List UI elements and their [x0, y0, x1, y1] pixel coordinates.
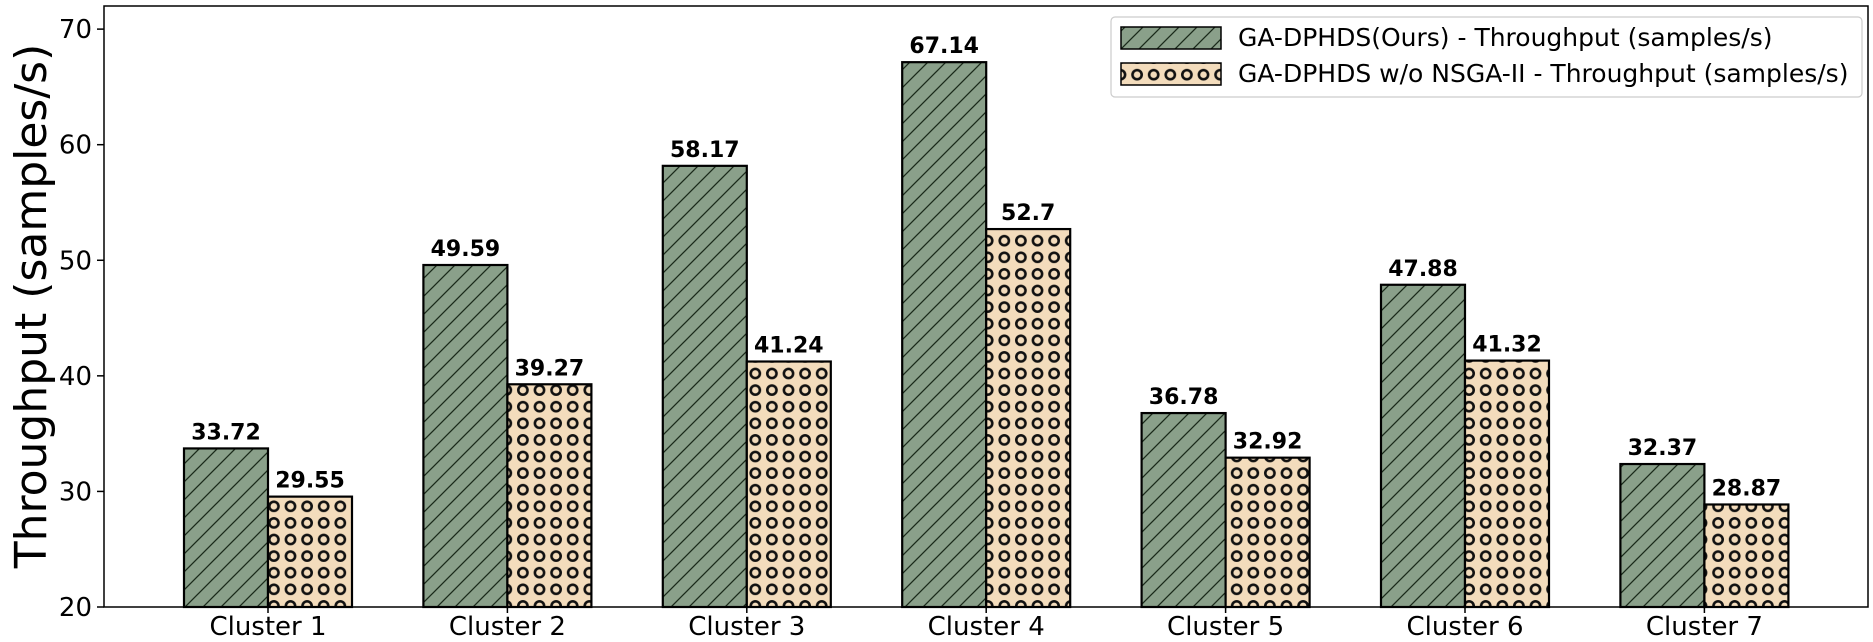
data-label-ours-cluster-3: 58.17 [670, 138, 740, 163]
x-tick-label: Cluster 4 [928, 612, 1045, 642]
bar-ours-cluster-3 [661, 164, 748, 609]
data-label-without-nsga-cluster-6: 41.32 [1472, 333, 1542, 358]
bar-without-nsga-cluster-1 [266, 495, 354, 609]
bar-ours-cluster-2 [422, 263, 509, 609]
y-tick-label: 60 [59, 131, 92, 161]
x-tick-label: Cluster 1 [209, 612, 326, 642]
x-tick-label: Cluster 3 [688, 612, 805, 642]
data-label-without-nsga-cluster-4: 52.7 [1001, 201, 1055, 226]
bar-ours-cluster-5 [1140, 411, 1227, 609]
data-label-without-nsga-cluster-1: 29.55 [275, 469, 345, 494]
y-tick-label: 70 [59, 15, 92, 45]
y-tick-label: 50 [59, 246, 92, 276]
bar-ours-cluster-4 [901, 61, 988, 609]
bar-without-nsga-cluster-6 [1463, 359, 1551, 609]
x-tick-label: Cluster 5 [1167, 612, 1284, 642]
legend-swatch-ours [1120, 26, 1222, 50]
legend-label-without-nsga: GA-DPHDS w/o NSGA-II - Throughput (sampl… [1238, 59, 1848, 88]
x-tick-label: Cluster 2 [449, 612, 566, 642]
legend: GA-DPHDS(Ours) - Throughput (samples/s) … [1110, 16, 1863, 98]
y-tick-label: 20 [59, 593, 92, 623]
data-label-without-nsga-cluster-2: 39.27 [515, 356, 585, 381]
bar-without-nsga-cluster-2 [506, 383, 593, 609]
bar-ours-cluster-1 [182, 447, 270, 609]
y-tick-label: 40 [59, 362, 92, 392]
legend-label-ours: GA-DPHDS(Ours) - Throughput (samples/s) [1238, 23, 1772, 52]
legend-swatch-without-nsga [1120, 62, 1222, 86]
data-label-ours-cluster-4: 67.14 [909, 34, 979, 59]
data-label-without-nsga-cluster-7: 28.87 [1712, 476, 1782, 501]
data-label-ours-cluster-6: 47.88 [1388, 257, 1458, 282]
y-axis: 20 30 40 50 60 70 [59, 15, 104, 623]
data-label-ours-cluster-7: 32.37 [1628, 436, 1698, 461]
y-tick-label: 30 [59, 477, 92, 507]
bar-ours-cluster-7 [1619, 462, 1706, 609]
bar-without-nsga-cluster-3 [745, 360, 832, 609]
data-label-without-nsga-cluster-5: 32.92 [1233, 430, 1303, 455]
y-axis-label: Throughput (samples/s) [6, 44, 57, 570]
bar-without-nsga-cluster-5 [1224, 456, 1311, 609]
bar-without-nsga-cluster-4 [985, 227, 1072, 609]
bar-without-nsga-cluster-7 [1703, 503, 1790, 609]
data-label-without-nsga-cluster-3: 41.24 [754, 334, 824, 359]
legend-box [1110, 16, 1863, 98]
data-label-ours-cluster-5: 36.78 [1149, 385, 1219, 410]
x-tick-label: Cluster 6 [1406, 612, 1523, 642]
data-labels-layer: 33.72 29.55 49.59 39.27 58.17 41.24 67.14 52.7 3… [191, 34, 1781, 501]
data-label-ours-cluster-2: 49.59 [431, 237, 501, 262]
data-label-ours-cluster-1: 33.72 [191, 420, 261, 445]
x-axis: Cluster 1 Cluster 2 Cluster 3 Cluster 4 Clus… [209, 607, 1763, 642]
x-tick-label: Cluster 7 [1646, 612, 1763, 642]
bars-layer [182, 61, 1790, 609]
bar-ours-cluster-6 [1379, 283, 1467, 609]
